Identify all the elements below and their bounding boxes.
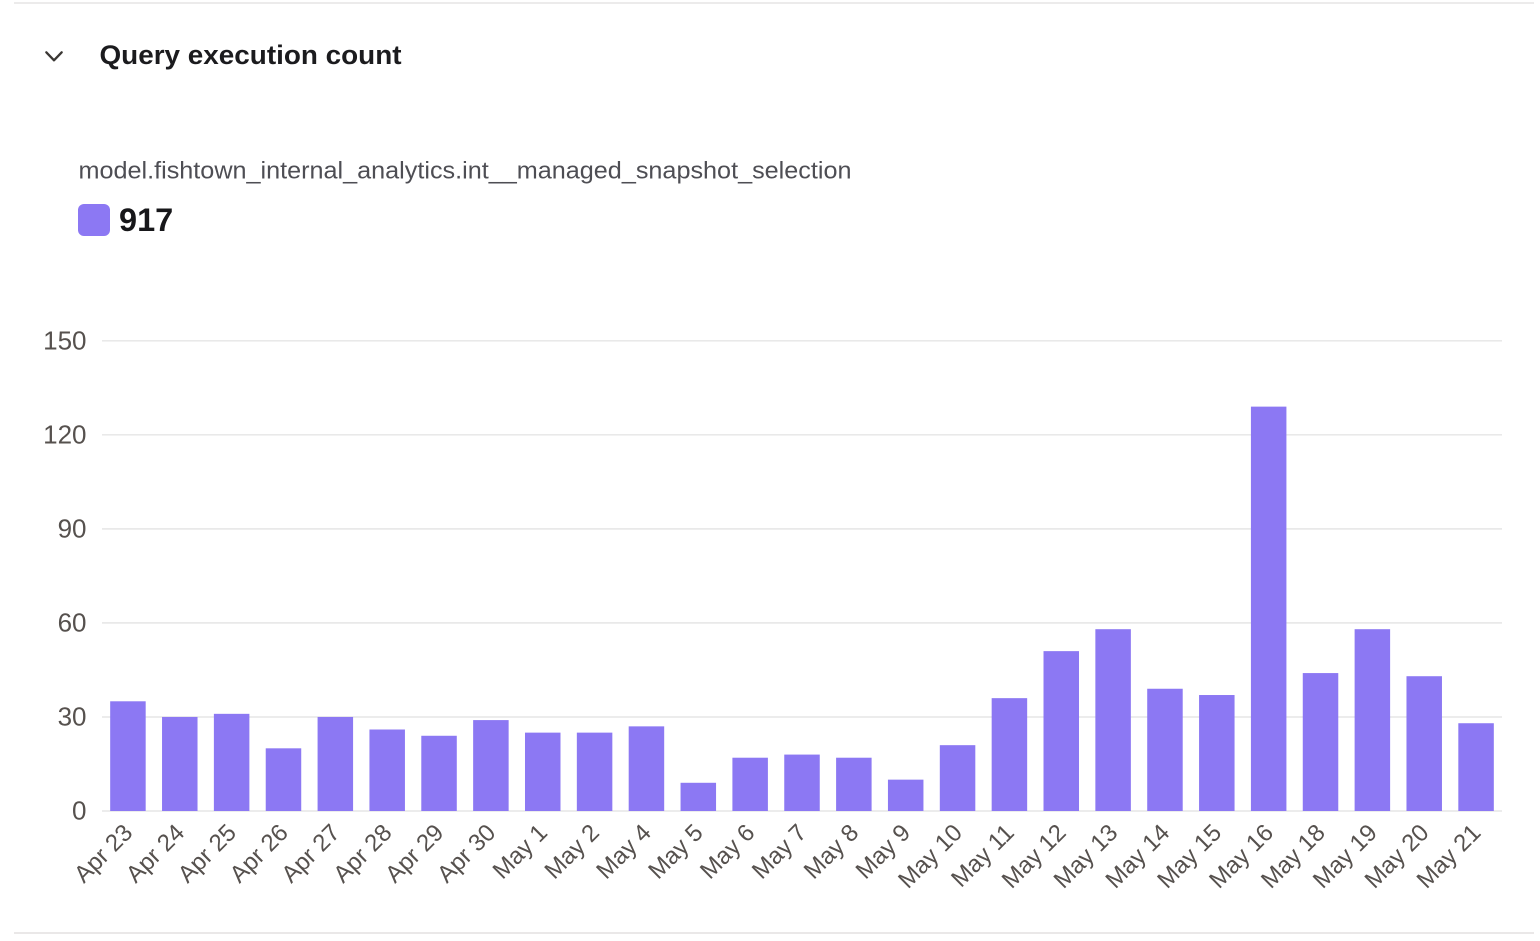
svg-text:30: 30 <box>58 702 87 732</box>
svg-text:0: 0 <box>72 796 86 826</box>
svg-text:917: 917 <box>119 202 173 238</box>
svg-text:90: 90 <box>58 513 87 543</box>
svg-text:150: 150 <box>43 325 86 355</box>
svg-text:60: 60 <box>58 607 87 637</box>
svg-text:120: 120 <box>43 419 86 449</box>
svg-text:model.fishtown_internal_analyt: model.fishtown_internal_analytics.int__m… <box>79 158 852 185</box>
svg-text:Query execution count: Query execution count <box>100 40 402 70</box>
